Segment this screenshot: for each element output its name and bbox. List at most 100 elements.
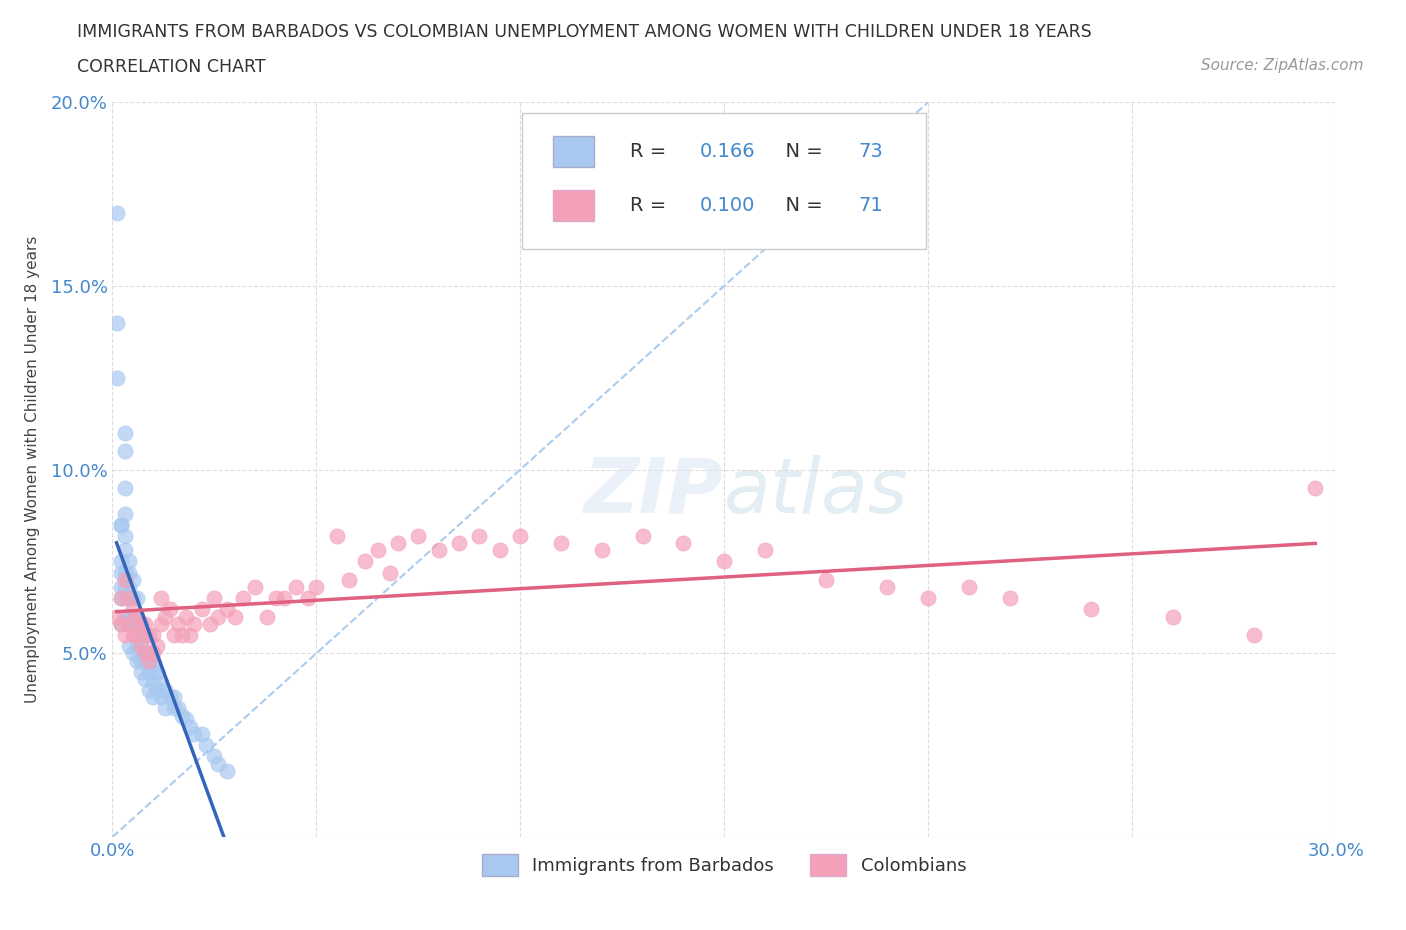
Point [163, 628, 186, 643]
Point [1243, 628, 1265, 643]
Point [468, 528, 491, 543]
Point [122, 609, 145, 624]
Point [150, 591, 173, 605]
Point [179, 720, 201, 735]
Point [129, 617, 152, 631]
Point [134, 671, 156, 686]
Point [957, 579, 980, 594]
Point [110, 565, 132, 580]
Point [509, 528, 531, 543]
Point [129, 639, 152, 654]
Point [264, 591, 287, 605]
Point [122, 591, 145, 605]
Text: 0.100: 0.100 [700, 195, 755, 215]
Point [105, 370, 128, 385]
Text: IMMIGRANTS FROM BARBADOS VS COLOMBIAN UNEMPLOYMENT AMONG WOMEN WITH CHILDREN UND: IMMIGRANTS FROM BARBADOS VS COLOMBIAN UN… [77, 23, 1092, 41]
Point [114, 543, 136, 558]
Point [142, 664, 165, 679]
Point [114, 628, 136, 643]
Point [122, 628, 145, 643]
Point [118, 609, 141, 624]
Point [713, 554, 735, 569]
Point [118, 617, 141, 631]
Point [150, 617, 173, 631]
Point [110, 591, 132, 605]
Point [134, 653, 156, 668]
Point [166, 701, 188, 716]
Point [105, 315, 128, 330]
Point [110, 617, 132, 631]
Point [150, 690, 173, 705]
Point [138, 683, 160, 698]
Point [122, 645, 145, 660]
Point [155, 701, 177, 716]
Point [754, 543, 776, 558]
Point [134, 617, 156, 631]
Point [142, 690, 165, 705]
Point [489, 543, 512, 558]
Point [326, 528, 349, 543]
Point [215, 764, 238, 778]
Point [207, 756, 229, 771]
Point [337, 572, 360, 588]
Point [427, 543, 450, 558]
Point [118, 554, 141, 569]
Point [204, 749, 226, 764]
Point [138, 628, 160, 643]
Point [215, 602, 238, 617]
Point [129, 628, 152, 643]
Point [129, 653, 152, 668]
Text: atlas: atlas [724, 455, 908, 528]
Point [125, 591, 148, 605]
Point [110, 517, 132, 532]
Y-axis label: Unemployment Among Women with Children Under 18 years: Unemployment Among Women with Children U… [24, 236, 39, 703]
Point [146, 639, 169, 654]
Point [195, 737, 218, 752]
Point [125, 639, 148, 654]
Point [876, 579, 898, 594]
Point [114, 609, 136, 624]
Point [163, 701, 186, 716]
Point [122, 602, 145, 617]
Point [138, 664, 160, 679]
Point [125, 628, 148, 643]
Point [114, 444, 136, 458]
Point [1305, 481, 1327, 496]
Point [297, 591, 319, 605]
Point [138, 653, 160, 668]
Point [204, 591, 226, 605]
Point [170, 709, 193, 724]
Point [142, 645, 165, 660]
Point [129, 639, 152, 654]
Point [183, 617, 205, 631]
Point [146, 683, 169, 698]
Point [110, 591, 132, 605]
Point [672, 536, 695, 551]
Point [129, 617, 152, 631]
Point [631, 528, 654, 543]
FancyBboxPatch shape [553, 190, 593, 220]
Point [114, 572, 136, 588]
Point [125, 609, 148, 624]
Point [125, 617, 148, 631]
Point [917, 591, 939, 605]
Point [114, 506, 136, 521]
Point [105, 205, 128, 219]
Point [110, 554, 132, 569]
Point [256, 609, 278, 624]
Point [142, 675, 165, 690]
Point [174, 609, 197, 624]
Text: 0.166: 0.166 [700, 142, 755, 161]
Point [118, 617, 141, 631]
Point [447, 536, 470, 551]
Point [366, 543, 388, 558]
Point [118, 579, 141, 594]
Point [110, 617, 132, 631]
Point [134, 645, 156, 660]
Text: R =: R = [630, 142, 672, 161]
Point [998, 591, 1021, 605]
Point [114, 565, 136, 580]
FancyBboxPatch shape [522, 113, 927, 249]
Point [125, 609, 148, 624]
Point [134, 645, 156, 660]
